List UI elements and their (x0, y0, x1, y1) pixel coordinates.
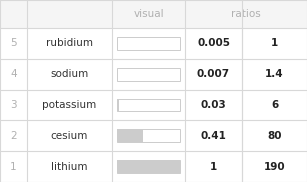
Bar (0, 28, 307, 59)
Bar (117, 129, 143, 142)
Text: 2: 2 (10, 131, 17, 141)
Bar (117, 37, 180, 50)
Bar (0, 151, 307, 182)
Text: 1.4: 1.4 (265, 69, 284, 79)
Bar (117, 160, 180, 173)
Text: lithium: lithium (51, 162, 88, 172)
Text: ratios: ratios (231, 9, 261, 19)
Bar (117, 160, 180, 173)
Text: 0.007: 0.007 (197, 69, 230, 79)
Text: 6: 6 (271, 100, 278, 110)
Text: 0.03: 0.03 (201, 100, 226, 110)
Text: 4: 4 (10, 69, 17, 79)
Bar (0, 90, 307, 120)
Text: cesium: cesium (51, 131, 88, 141)
Bar (0, 120, 307, 151)
Text: 1: 1 (10, 162, 17, 172)
Text: potassium: potassium (42, 100, 97, 110)
Text: rubidium: rubidium (46, 38, 93, 48)
Text: 3: 3 (10, 100, 17, 110)
Text: 1: 1 (210, 162, 217, 172)
Text: 0.005: 0.005 (197, 38, 230, 48)
Text: 190: 190 (264, 162, 285, 172)
Text: sodium: sodium (50, 69, 89, 79)
Bar (0, 59, 307, 90)
Text: 5: 5 (10, 38, 17, 48)
Text: visual: visual (133, 9, 164, 19)
Bar (117, 98, 180, 111)
Bar (117, 98, 119, 111)
Bar (117, 129, 180, 142)
Text: 0.41: 0.41 (200, 131, 227, 141)
Bar (117, 68, 180, 81)
Text: 1: 1 (271, 38, 278, 48)
Text: 80: 80 (267, 131, 282, 141)
